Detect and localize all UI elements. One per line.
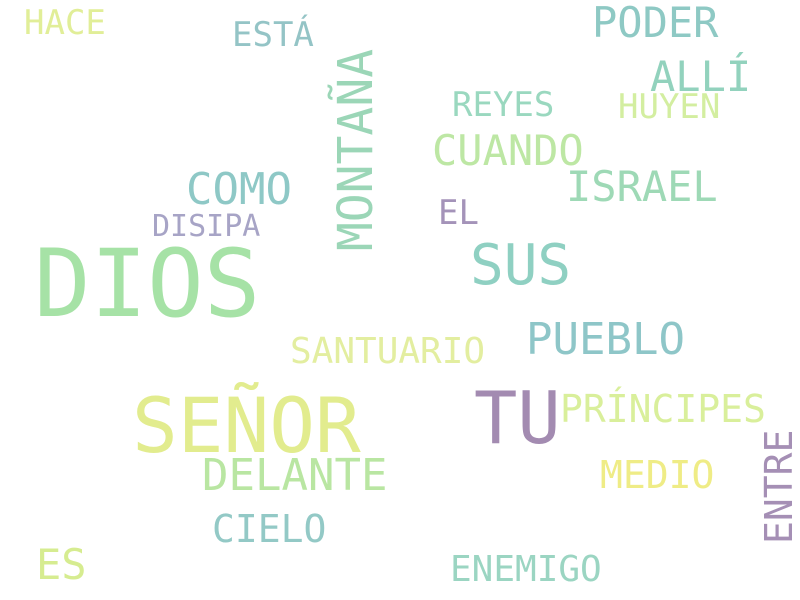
word-tu: TU bbox=[474, 376, 561, 460]
word-hace: HACE bbox=[24, 3, 106, 43]
word-santuario: SANTUARIO bbox=[290, 331, 486, 372]
word-entre: ENTRE bbox=[757, 429, 800, 544]
word-es: ES bbox=[36, 540, 87, 589]
word-delante: DELANTE bbox=[202, 450, 388, 501]
word-esta: ESTÁ bbox=[232, 15, 314, 55]
word-poder: PODER bbox=[592, 0, 719, 47]
word-disipa: DISIPA bbox=[152, 209, 261, 244]
word-medio: MEDIO bbox=[600, 453, 715, 497]
word-reyes: REYES bbox=[452, 85, 555, 125]
word-dios: DIOS bbox=[34, 230, 261, 339]
word-huyen: HUYEN bbox=[618, 87, 721, 127]
word-alli: ALLÍ bbox=[650, 52, 752, 101]
word-cielo: CIELO bbox=[212, 507, 327, 551]
word-principes: PRÍNCIPES bbox=[560, 387, 766, 431]
word-israel: ISRAEL bbox=[566, 162, 718, 211]
word-sus: SUS bbox=[470, 233, 572, 298]
word-enemigo: ENEMIGO bbox=[450, 549, 602, 590]
word-montana: MONTAÑA bbox=[328, 48, 384, 252]
word-cuando: CUANDO bbox=[432, 126, 584, 175]
word-senor: SEÑOR bbox=[132, 381, 361, 470]
word-pueblo: PUEBLO bbox=[526, 314, 685, 365]
word-como: COMO bbox=[186, 164, 292, 215]
word-el: EL bbox=[438, 193, 479, 233]
